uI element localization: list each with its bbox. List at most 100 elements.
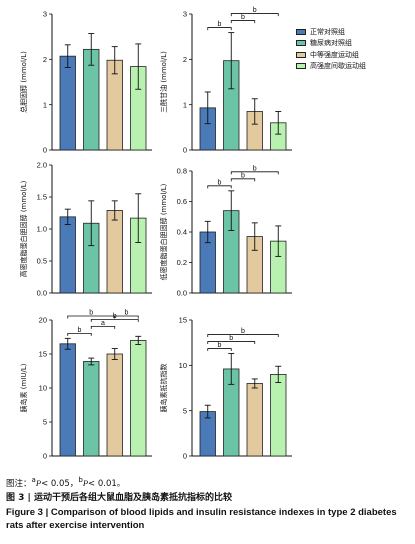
significance-label: b [241, 14, 245, 21]
y-axis-label: 胰岛素抵抗指数 [159, 364, 168, 413]
chart-panel-3: 0.0 0.5 1.0 1.5 2.0 高密度脂蛋白胆固醇 (mmol/L) [19, 161, 152, 298]
figure-note: 图注：aP< 0.05，bP< 0.01。 [6, 475, 125, 489]
bar-moderate-exercise [246, 383, 263, 457]
significance-label: b [218, 179, 222, 186]
significance-bracket [207, 341, 256, 345]
legend-swatch-diabetes-control [296, 40, 306, 46]
y-tick-label: 1.5 [37, 193, 47, 202]
legend-item-moderate-exercise: 中等强度运动组 [296, 49, 414, 60]
y-tick-label: 10 [179, 361, 187, 370]
significance-bracket [230, 171, 279, 175]
y-axis-label: 胰岛素 (mIU/L) [19, 363, 28, 412]
bar-hiit-exercise [130, 339, 147, 457]
y-tick-label: 0.5 [37, 257, 47, 266]
y-tick-label: 1 [183, 100, 187, 109]
note-b-p: P [82, 477, 89, 488]
figure-title-cn: 图 3 | 运动干预后各组大鼠血脂及胰岛素抵抗指标的比较 [6, 493, 232, 503]
legend-label: 糖尿病对照组 [310, 39, 352, 47]
legend-swatch-normal-control [296, 28, 306, 35]
chart-panel-1: 0 1 2 3 总胆固醇 (mmol/L) [19, 10, 152, 155]
y-tick-label: 2 [43, 55, 47, 64]
bar-diabetes-control [83, 361, 100, 457]
y-tick-label: 1.0 [37, 225, 47, 234]
legend-item-diabetes-control: 糖尿病对照组 [296, 38, 414, 49]
bar-hiit-exercise [270, 373, 287, 457]
bar-normal-control [59, 343, 76, 457]
significance-bracket [90, 325, 116, 329]
bar-moderate-exercise [106, 353, 123, 457]
legend-label: 正常对照组 [310, 27, 345, 36]
significance-bracket [90, 318, 139, 322]
y-tick-label: 0.8 [177, 167, 187, 176]
bar-normal-control [59, 216, 76, 294]
significance-bracket [207, 348, 232, 352]
y-tick-label: 0 [183, 452, 187, 461]
y-tick-label: 2 [183, 55, 187, 64]
y-tick-label: 15 [179, 316, 187, 325]
significance-label: b [78, 327, 82, 334]
y-axis-label: 低密度脂蛋白胆固醇 (mmol/L) [159, 183, 168, 280]
significance-bracket [67, 332, 92, 336]
legend-item-normal-control: 正常对照组 [296, 26, 414, 37]
note-b-sup: b [78, 475, 83, 484]
significance-label: b [241, 328, 245, 335]
y-axis-label: 总胆固醇 (mmol/L) [19, 51, 28, 113]
y-tick-label: 10 [39, 384, 47, 393]
significance-label: b [89, 310, 93, 317]
y-tick-label: 0 [43, 146, 47, 155]
bar-normal-control [59, 55, 76, 151]
y-axis-label: 三酰甘油 (mmol/L) [159, 51, 168, 113]
note-b-value: < 0.01。 [88, 478, 126, 489]
y-tick-label: 0.0 [177, 289, 187, 298]
significance-label: b [241, 172, 245, 179]
note-a-p: P [35, 477, 42, 488]
y-tick-label: 0 [43, 452, 47, 461]
y-tick-label: 3 [183, 10, 187, 19]
significance-bracket [230, 178, 256, 182]
note-a-value: < 0.05， [41, 478, 79, 489]
significance-bracket [114, 315, 139, 319]
legend-swatch-moderate-exercise [296, 51, 306, 58]
y-tick-label: 0.6 [177, 197, 187, 206]
figure-title-en-label: Figure 3 | [6, 507, 49, 518]
significance-label: b [125, 310, 129, 317]
legend-swatch-hiit-exercise [296, 63, 306, 69]
y-tick-label: 5 [183, 406, 187, 415]
y-tick-label: 20 [39, 316, 47, 325]
significance-label: a [101, 320, 105, 327]
significance-label: b [218, 21, 222, 28]
legend-label: 高强度间歇运动组 [310, 62, 366, 70]
significance-label: b [229, 335, 233, 342]
figure-title-en: Figure 3 | Comparison of blood lipids an… [6, 507, 410, 532]
y-tick-label: 5 [43, 418, 47, 427]
significance-bracket [230, 13, 279, 17]
y-tick-label: 0 [183, 146, 187, 155]
bar-moderate-exercise [106, 210, 123, 294]
significance-label: b [218, 342, 222, 349]
legend-item-hiit-exercise: 高强度间歇运动组 [296, 61, 414, 72]
chart-panel-4: 0.0 0.2 0.4 0.6 0.8 低密度脂蛋白胆固醇 (mmol/L) b b b [159, 165, 292, 298]
y-tick-label: 0.2 [177, 258, 187, 267]
legend-label: 中等强度运动组 [310, 50, 359, 59]
significance-bracket [230, 20, 256, 24]
significance-bracket [207, 27, 232, 31]
chart-panel-2: 0 1 2 3 三酰甘油 (mmol/L) b b b [159, 7, 292, 155]
y-tick-label: 0.4 [177, 228, 187, 237]
y-axis-label: 高密度脂蛋白胆固醇 (mmol/L) [19, 180, 28, 277]
y-tick-label: 2.0 [37, 161, 47, 170]
significance-label: b [253, 165, 257, 172]
significance-bracket [207, 334, 279, 338]
y-tick-label: 3 [43, 10, 47, 19]
y-tick-label: 0.0 [37, 289, 47, 298]
figure-title-en-text: Comparison of blood lipids and insulin r… [6, 507, 397, 531]
y-tick-label: 1 [43, 100, 47, 109]
significance-bracket [207, 185, 232, 189]
chart-legend: 正常对照组 糖尿病对照组 中等强度运动组 高强度间歇运动组 [296, 26, 414, 72]
note-a-sup: a [31, 475, 36, 484]
y-tick-label: 15 [39, 350, 47, 359]
significance-label: b [253, 7, 257, 14]
note-prefix: 图注： [6, 478, 32, 489]
